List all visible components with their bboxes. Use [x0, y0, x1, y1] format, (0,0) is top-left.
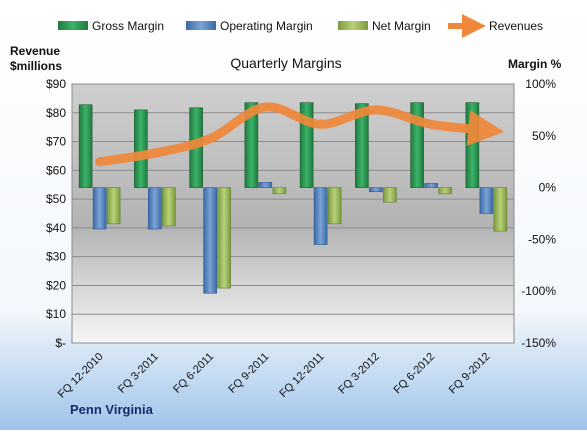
bar-operating-margin-fq-9-2011 [258, 182, 273, 188]
right-tick-label: 0% [539, 181, 557, 195]
legend-label-operating-margin: Operating Margin [220, 19, 313, 33]
bar-operating-margin-fq-12-2010 [92, 187, 107, 230]
bar-operating-margin-fq-3-2012 [369, 187, 383, 193]
bar-operating-margin-fq-6-2012 [424, 183, 438, 188]
left-tick-label: $20 [46, 278, 66, 292]
left-tick-label: $60 [46, 163, 66, 177]
bar-gross-margin-fq-3-2011 [134, 109, 148, 188]
revenues-point-fq-9-2011 [264, 106, 266, 108]
bar-net-margin-fq-9-2011 [272, 187, 287, 195]
left-tick-label: $80 [46, 106, 66, 120]
left-axis-label-line-1: Revenue [10, 44, 60, 58]
chart-title: Quarterly Margins [230, 55, 341, 71]
left-axis-label-line-2: $millions [10, 59, 62, 73]
revenue-series [95, 102, 505, 167]
revenues-point-fq-9-2012 [485, 129, 487, 131]
left-tick-label: $- [55, 336, 66, 350]
revenues-point-fq-3-2011 [154, 152, 156, 154]
right-tick-label: -150% [521, 336, 556, 350]
left-tick-label: $70 [46, 135, 66, 149]
left-tick-label: $30 [46, 250, 66, 264]
bar-net-margin-fq-3-2012 [383, 187, 397, 203]
bar-net-margin-fq-6-2012 [438, 187, 452, 195]
right-tick-label: 100% [525, 77, 556, 91]
legend-swatch-operating-margin [186, 21, 216, 30]
bar-net-margin-fq-3-2011 [162, 187, 176, 227]
revenues-point-fq-6-2011 [209, 138, 211, 140]
bar-gross-margin-fq-9-2011 [244, 102, 259, 188]
revenues-point-fq-3-2012 [375, 109, 377, 111]
left-tick-label: $10 [46, 307, 66, 321]
bar-operating-margin-fq-3-2011 [148, 187, 162, 230]
legend-swatch-net-margin [338, 21, 368, 30]
bar-gross-margin-fq-12-2010 [78, 104, 93, 188]
bar-net-margin-fq-6-2011 [217, 187, 231, 289]
right-tick-label: -100% [521, 284, 556, 298]
bar-operating-margin-fq-6-2011 [203, 187, 217, 294]
revenues-point-fq-12-2010 [99, 161, 101, 163]
revenues-line [95, 102, 505, 167]
legend-label-revenues: Revenues [489, 19, 543, 33]
bar-net-margin-fq-9-2012 [493, 187, 508, 232]
right-axis-ticks: -150% -100% -50% 0% 50% 100% [521, 77, 556, 350]
left-axis-ticks: $- $10 $20 $30 $40 $50 $60 $70 $80 $90 [46, 77, 66, 350]
bar-operating-margin-fq-9-2012 [479, 187, 494, 214]
bar-net-margin-fq-12-2011 [327, 187, 342, 225]
right-tick-label: 50% [532, 129, 556, 143]
company-name: Penn Virginia [70, 402, 154, 417]
right-tick-label: -50% [528, 232, 556, 246]
legend-swatch-gross-margin [58, 21, 88, 30]
bar-gross-margin-fq-3-2012 [355, 103, 369, 188]
right-axis-label: Margin % [508, 57, 562, 71]
legend-label-net-margin: Net Margin [372, 19, 431, 33]
bar-operating-margin-fq-12-2011 [313, 187, 328, 245]
left-tick-label: $90 [46, 77, 66, 91]
left-tick-label: $50 [46, 192, 66, 206]
revenues-point-fq-12-2011 [320, 123, 322, 125]
legend: Gross Margin Operating Margin Net Margin… [58, 14, 543, 38]
left-tick-label: $40 [46, 221, 66, 235]
legend-label-gross-margin: Gross Margin [92, 19, 164, 33]
bar-net-margin-fq-12-2010 [106, 187, 121, 225]
bar-gross-margin-fq-9-2012 [465, 102, 480, 188]
revenues-point-fq-6-2012 [430, 123, 432, 125]
